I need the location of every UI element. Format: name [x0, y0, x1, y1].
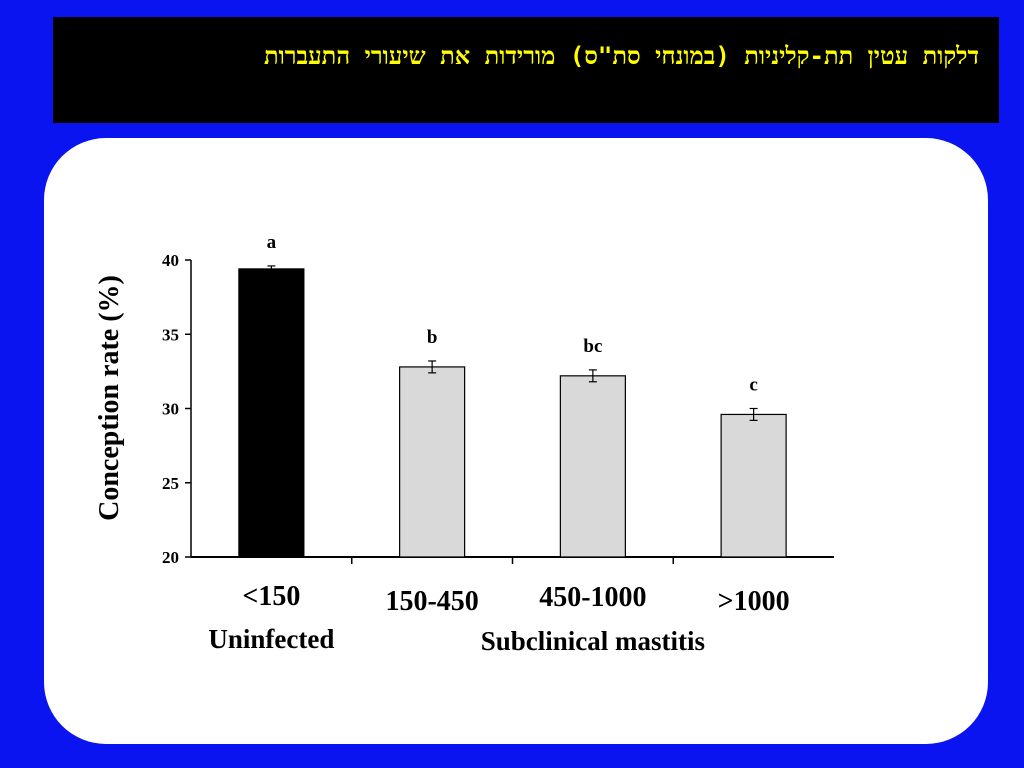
x-tick-label: >1000: [718, 586, 790, 617]
slide-title: דלקות עטין תת-קליניות (במונחי סת"ס) מורי…: [53, 17, 999, 123]
significance-label: bc: [583, 336, 602, 357]
bar: [720, 413, 787, 558]
bar: [399, 366, 466, 558]
y-axis-title: Conception rate (%): [94, 275, 125, 521]
significance-label: b: [427, 327, 438, 348]
significance-label: c: [749, 375, 757, 396]
y-tick-label: 35: [162, 325, 179, 344]
y-tick-label: 30: [162, 400, 179, 419]
bar: [559, 375, 626, 558]
significance-label: a: [267, 232, 277, 253]
x-tick-label: 450-1000: [539, 582, 646, 613]
chart-panel: [44, 138, 988, 744]
group-label-uninfected: Uninfected: [208, 624, 334, 654]
y-tick-label: 25: [162, 474, 179, 493]
bar: [238, 268, 305, 558]
group-label-subclinical: Subclinical mastitis: [481, 626, 705, 656]
x-tick-label: <150: [242, 581, 300, 612]
x-tick-label: 150-450: [385, 586, 478, 617]
y-tick-label: 20: [162, 548, 179, 567]
y-tick-label: 40: [162, 251, 179, 270]
